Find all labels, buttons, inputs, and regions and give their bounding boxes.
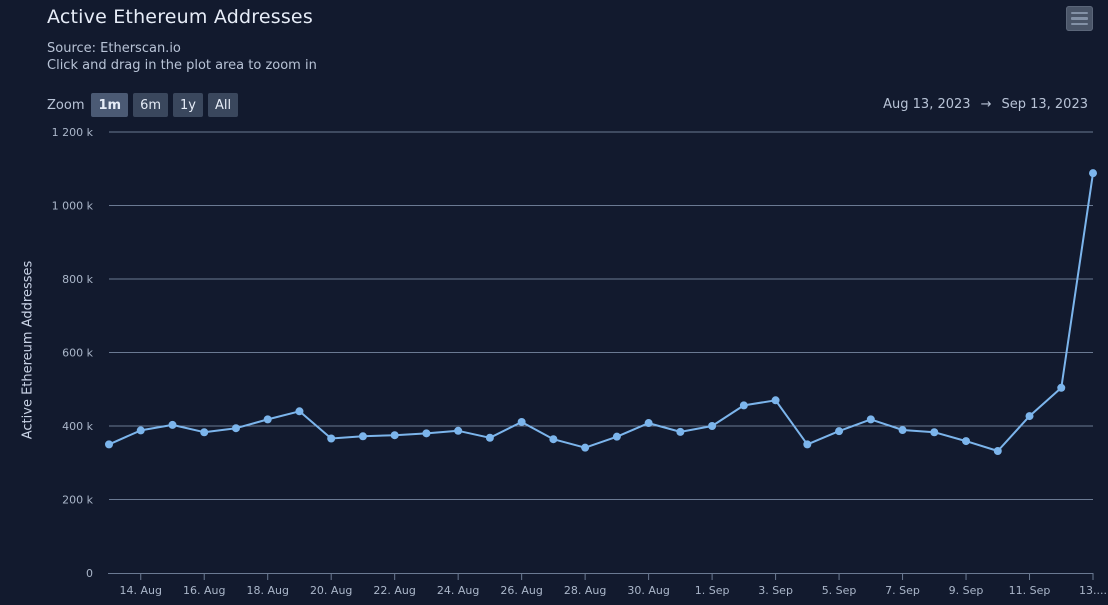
- data-point: [517, 417, 526, 426]
- data-point: [358, 432, 367, 441]
- series-line: [108, 172, 1094, 452]
- chart-title: Active Ethereum Addresses: [47, 6, 313, 28]
- y-tick-label: 200 k: [62, 494, 93, 507]
- range-to[interactable]: Sep 13, 2023: [1001, 97, 1088, 112]
- data-point: [581, 443, 590, 452]
- x-tick-label: 1. Sep: [695, 584, 730, 597]
- data-point: [739, 401, 748, 410]
- data-point: [1057, 383, 1066, 392]
- x-tick-label: 26. Aug: [500, 584, 542, 597]
- x-tick-label: 28. Aug: [564, 584, 606, 597]
- data-point: [676, 427, 685, 436]
- data-point: [263, 415, 272, 424]
- hamburger-icon-bar: [1071, 17, 1088, 20]
- x-tick-label: 18. Aug: [246, 584, 288, 597]
- data-point: [1089, 169, 1097, 178]
- date-range-display: Aug 13, 2023 → Sep 13, 2023: [883, 97, 1088, 112]
- zoom-label: Zoom: [47, 97, 85, 113]
- x-tick-label: 22. Aug: [373, 584, 415, 597]
- x-tick-label: 5. Sep: [822, 584, 857, 597]
- y-tick-label: 1 200 k: [52, 126, 94, 139]
- data-point: [708, 422, 717, 430]
- chart-subtitle: Source: Etherscan.io Click and drag in t…: [47, 40, 317, 74]
- range-from[interactable]: Aug 13, 2023: [883, 97, 971, 112]
- source-label: Source: Etherscan.io: [47, 41, 181, 56]
- data-point: [327, 434, 336, 443]
- x-tick-label: 14. Aug: [119, 584, 161, 597]
- data-point: [231, 424, 240, 433]
- x-tick-label: 16. Aug: [183, 584, 225, 597]
- range-arrow: →: [980, 97, 992, 112]
- data-point: [866, 415, 875, 424]
- data-point: [200, 428, 209, 437]
- data-point: [930, 428, 939, 437]
- data-point: [803, 440, 812, 449]
- data-point: [549, 435, 558, 444]
- data-point: [1025, 412, 1034, 421]
- x-tick-label: 9. Sep: [949, 584, 984, 597]
- data-point: [136, 426, 145, 435]
- hamburger-icon-bar: [1071, 22, 1088, 26]
- data-point: [835, 427, 844, 436]
- range-selector: Zoom 1m 6m 1y All: [47, 93, 239, 117]
- x-tick-label: 24. Aug: [437, 584, 479, 597]
- x-tick-label: 30. Aug: [627, 584, 669, 597]
- data-point: [295, 407, 304, 416]
- data-point: [168, 420, 177, 429]
- zoom-all-button[interactable]: All: [207, 93, 239, 117]
- zoom-1y-button[interactable]: 1y: [173, 93, 203, 117]
- x-tick-label: 13....: [1079, 584, 1107, 597]
- x-tick-label: 7. Sep: [885, 584, 920, 597]
- data-point: [771, 396, 780, 405]
- zoom-6m-button[interactable]: 6m: [133, 93, 169, 117]
- x-tick-label: 3. Sep: [758, 584, 793, 597]
- data-point: [454, 426, 463, 435]
- data-point: [390, 431, 399, 440]
- zoom-hint: Click and drag in the plot area to zoom …: [47, 58, 317, 73]
- data-point: [993, 446, 1002, 455]
- data-point: [644, 419, 653, 428]
- data-point: [105, 440, 113, 449]
- hamburger-icon-bar: [1071, 11, 1088, 15]
- data-point: [485, 433, 494, 442]
- y-tick-label: 0: [86, 567, 93, 580]
- data-point: [612, 432, 621, 441]
- y-tick-label: 600 k: [62, 347, 93, 360]
- data-point: [898, 426, 907, 435]
- x-tick-label: 11. Sep: [1009, 584, 1051, 597]
- y-tick-label: 800 k: [62, 273, 93, 286]
- data-point: [422, 429, 431, 438]
- x-tick-label: 20. Aug: [310, 584, 352, 597]
- zoom-1m-button[interactable]: 1m: [91, 93, 129, 117]
- y-tick-label: 1 000 k: [52, 200, 94, 213]
- data-point: [962, 437, 971, 446]
- chart-menu-button[interactable]: [1066, 6, 1093, 31]
- y-tick-label: 400 k: [62, 420, 93, 433]
